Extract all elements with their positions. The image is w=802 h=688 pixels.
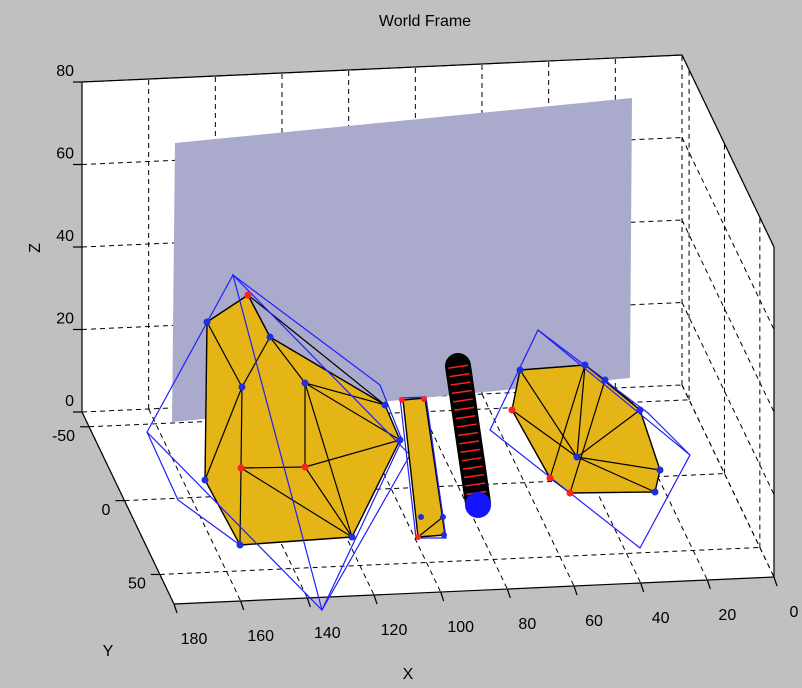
x-tick-label: 100 <box>447 619 474 636</box>
x-tick-label: 120 <box>381 622 408 639</box>
x-tick-label: 40 <box>652 610 670 627</box>
z-tick-label: 20 <box>56 311 74 328</box>
y-axis-label: Y <box>103 643 114 660</box>
z-tick-label: 80 <box>56 63 74 80</box>
chart: World Frame X Y Z 0 20 40 60 80 100 120 140 160 1… <box>0 0 802 688</box>
z-axis-label: Z <box>27 243 44 253</box>
chart-title: World Frame <box>379 13 471 30</box>
z-tick-label: 0 <box>65 393 74 410</box>
x-tick-label: 140 <box>314 625 341 642</box>
x-tick-label: 160 <box>247 628 274 645</box>
y-tick-label: 0 <box>102 502 111 519</box>
z-tick-label: 40 <box>56 228 74 245</box>
y-tick-label: 50 <box>128 576 146 593</box>
y-tick-label: -50 <box>52 428 75 445</box>
z-tick-label: 60 <box>56 146 74 163</box>
x-tick-label: 0 <box>790 604 799 621</box>
x-tick-label: 60 <box>585 613 603 630</box>
x-tick-label: 80 <box>518 616 536 633</box>
x-tick-label: 180 <box>181 631 208 648</box>
x-tick-label: 20 <box>718 607 736 624</box>
x-axis-label: X <box>403 666 414 683</box>
